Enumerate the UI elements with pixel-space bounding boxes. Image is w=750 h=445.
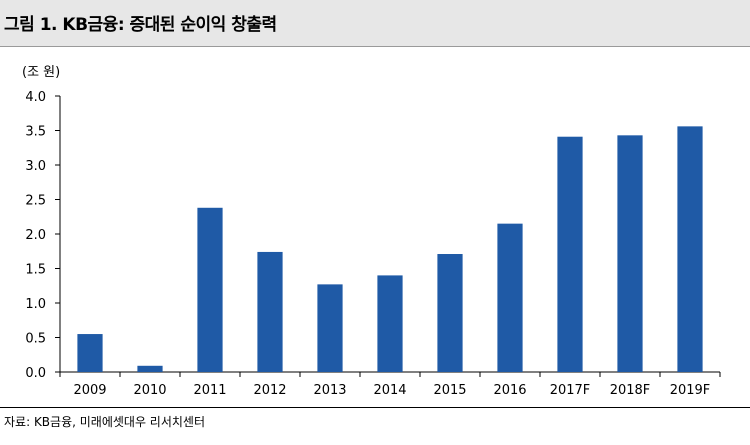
bar-2012 (257, 251, 283, 372)
x-tick-label: 2013 (313, 383, 346, 398)
y-tick-label: 2.5 (25, 194, 46, 209)
x-tick-label: 2018F (610, 383, 651, 398)
y-tick-label: 0.0 (25, 366, 46, 381)
y-tick-label: 1.0 (25, 297, 46, 312)
bar-2010 (137, 365, 163, 372)
x-tick-label: 2017F (550, 383, 591, 398)
bar-2017F (557, 136, 583, 372)
x-tick-label: 2012 (253, 383, 286, 398)
x-tick-label: 2009 (73, 383, 106, 398)
y-tick-label: 3.5 (25, 125, 46, 140)
y-tick-label: 2.0 (25, 228, 46, 243)
x-tick-label: 2019F (670, 383, 711, 398)
bar-2011 (197, 207, 223, 372)
bar-chart: (조 원) 0.00.51.01.52.02.53.03.54.0 2009 20… (22, 65, 721, 398)
chart-title: 그림 1. KB금융: 증대된 순이익 창출력 (4, 15, 277, 35)
x-axis: 2009 2010 2011 2012 2013 2014 2015 2016 2017F 201… (59, 371, 721, 398)
source-note: 자료: KB금융, 미래에셋대우 리서치센터 (4, 415, 206, 429)
y-axis: 0.0 0.5 1.0 1.5 2.0 2.5 3.0 3.5 4.0 (25, 90, 61, 381)
bar-2013 (317, 284, 343, 372)
title-bar: 그림 1. KB금융: 증대된 순이익 창출력 (0, 0, 750, 47)
bar-2016 (497, 223, 523, 372)
y-tick-label: 3.0 (25, 159, 46, 174)
source-divider (0, 407, 750, 408)
x-tick-label: 2010 (133, 383, 166, 398)
bar-2015 (437, 254, 463, 372)
x-tick-label: 2011 (193, 383, 226, 398)
bar-2009 (77, 334, 103, 372)
x-tick-label: 2014 (373, 383, 406, 398)
bar-2018F (617, 135, 643, 372)
bar-2014 (377, 275, 403, 372)
y-tick-label: 0.5 (25, 332, 46, 347)
y-tick-label: 1.5 (25, 263, 46, 278)
bar-2019F (677, 126, 703, 372)
y-tick-label: 4.0 (25, 90, 46, 105)
x-tick-label: 2016 (493, 383, 526, 398)
x-tick-label: 2015 (433, 383, 466, 398)
y-unit-label: (조 원) (22, 65, 60, 80)
bars (77, 126, 703, 372)
